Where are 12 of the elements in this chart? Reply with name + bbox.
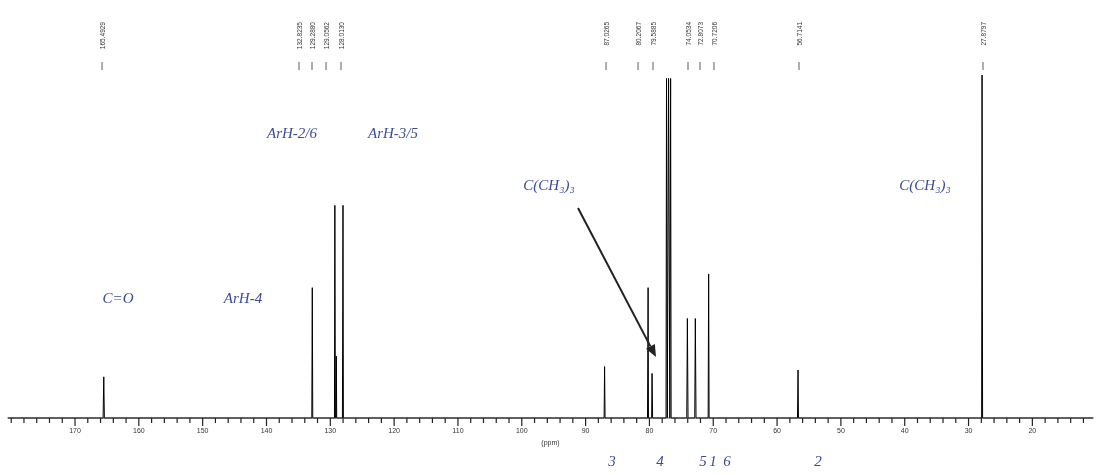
annotation: ArH-4 [222, 290, 263, 306]
annotation: C(CH₃)₃ [899, 177, 951, 194]
annotation: C(CH₃)₃ [523, 177, 575, 194]
text: 3 [607, 453, 616, 469]
text: 1 [709, 453, 717, 469]
annotation: ArH-3/5 [367, 125, 419, 141]
text: 2 [814, 453, 823, 469]
text: 6 [723, 453, 732, 469]
annotation: C=O [102, 290, 134, 306]
annotation: ArH-2/6 [266, 125, 318, 141]
text: 4 [656, 453, 665, 469]
text: 5 [699, 453, 708, 469]
